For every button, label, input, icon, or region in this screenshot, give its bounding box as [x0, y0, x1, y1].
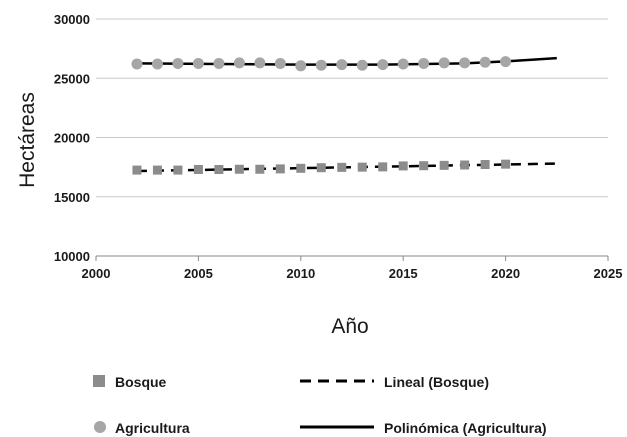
- point-bosque: [460, 160, 470, 170]
- gridlines: [96, 18, 608, 198]
- y-tick-labels: 10000 15000 20000 25000 30000: [54, 12, 90, 264]
- point-agricultura: [397, 58, 409, 70]
- point-bosque: [501, 159, 511, 169]
- point-bosque: [439, 160, 449, 170]
- point-agricultura: [336, 59, 348, 71]
- point-agricultura: [438, 57, 450, 69]
- point-bosque: [480, 160, 490, 170]
- point-agricultura: [356, 59, 368, 71]
- x-tick-label: 2015: [389, 266, 418, 281]
- x-axis-title: Año: [331, 315, 368, 338]
- x-tick-label: 2005: [184, 266, 213, 281]
- point-bosque: [316, 163, 326, 173]
- point-bosque: [419, 161, 429, 171]
- y-tick-label: 10000: [54, 249, 90, 264]
- y-axis-title: Hectáreas: [16, 92, 39, 188]
- trendlines: [136, 56, 557, 173]
- point-agricultura: [418, 57, 430, 69]
- point-agricultura: [500, 56, 512, 68]
- point-agricultura: [274, 57, 286, 69]
- point-bosque: [193, 164, 203, 174]
- point-agricultura: [377, 59, 389, 71]
- legend-agricultura-label: Agricultura: [115, 420, 190, 436]
- point-agricultura: [315, 59, 327, 71]
- point-bosque: [337, 162, 347, 172]
- legend-polinomica-label: Polinómica (Agricultura): [384, 420, 547, 436]
- legend-bosque-label: Bosque: [115, 374, 167, 390]
- y-tick-label: 25000: [54, 71, 90, 86]
- point-bosque: [132, 165, 142, 175]
- point-bosque: [398, 161, 408, 171]
- legend-lineal-label: Lineal (Bosque): [384, 374, 489, 390]
- x-tick-label: 2000: [82, 266, 111, 281]
- point-bosque: [255, 164, 265, 174]
- point-agricultura: [213, 57, 225, 69]
- point-bosque: [152, 165, 162, 175]
- point-agricultura: [295, 60, 307, 72]
- legend-bosque-swatch: [93, 375, 105, 387]
- legend: Bosque Lineal (Bosque) Agricultura Polin…: [93, 374, 547, 436]
- point-agricultura: [459, 57, 471, 69]
- legend-agricultura-swatch: [94, 421, 106, 433]
- point-bosque: [378, 162, 388, 172]
- point-agricultura: [254, 57, 266, 69]
- point-agricultura: [233, 57, 245, 69]
- axes: [95, 255, 609, 261]
- x-tick-label: 2025: [594, 266, 623, 281]
- point-bosque: [275, 164, 285, 174]
- point-bosque: [357, 162, 367, 172]
- y-tick-label: 15000: [54, 190, 90, 205]
- point-agricultura: [151, 58, 163, 70]
- point-bosque: [173, 165, 183, 175]
- data-markers: [131, 56, 512, 175]
- point-bosque: [234, 164, 244, 174]
- point-agricultura: [131, 58, 143, 70]
- y-tick-label: 20000: [54, 131, 90, 146]
- y-tick-label: 30000: [54, 12, 90, 27]
- x-tick-label: 2010: [286, 266, 315, 281]
- x-tick-labels: 2000 2005 2010 2015 2020 2025: [82, 266, 623, 281]
- point-agricultura: [479, 56, 491, 68]
- x-tick-label: 2020: [491, 266, 520, 281]
- point-bosque: [214, 164, 224, 174]
- point-agricultura: [172, 57, 184, 69]
- point-bosque: [296, 163, 306, 173]
- point-agricultura: [192, 57, 204, 69]
